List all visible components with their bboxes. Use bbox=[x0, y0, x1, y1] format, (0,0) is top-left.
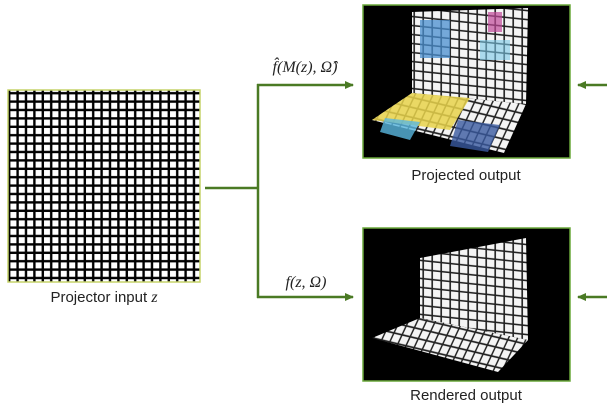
diagram: Projector input z f̂(M(z), Ω̂) f(z, Ω) P… bbox=[0, 0, 607, 406]
input-variable: z bbox=[150, 289, 158, 306]
rendered-edge-label: f(z, Ω) bbox=[286, 274, 327, 291]
rendered-image bbox=[363, 228, 570, 381]
input-image bbox=[8, 90, 200, 282]
input-label-text: Projector input bbox=[50, 289, 148, 306]
projected-image bbox=[363, 5, 570, 158]
projected-label: Projected output bbox=[411, 167, 521, 184]
projected-edge-label: f̂(M(z), Ω̂) bbox=[273, 57, 339, 76]
input-label: Projector input z bbox=[50, 289, 158, 306]
rendered-label: Rendered output bbox=[410, 387, 523, 404]
